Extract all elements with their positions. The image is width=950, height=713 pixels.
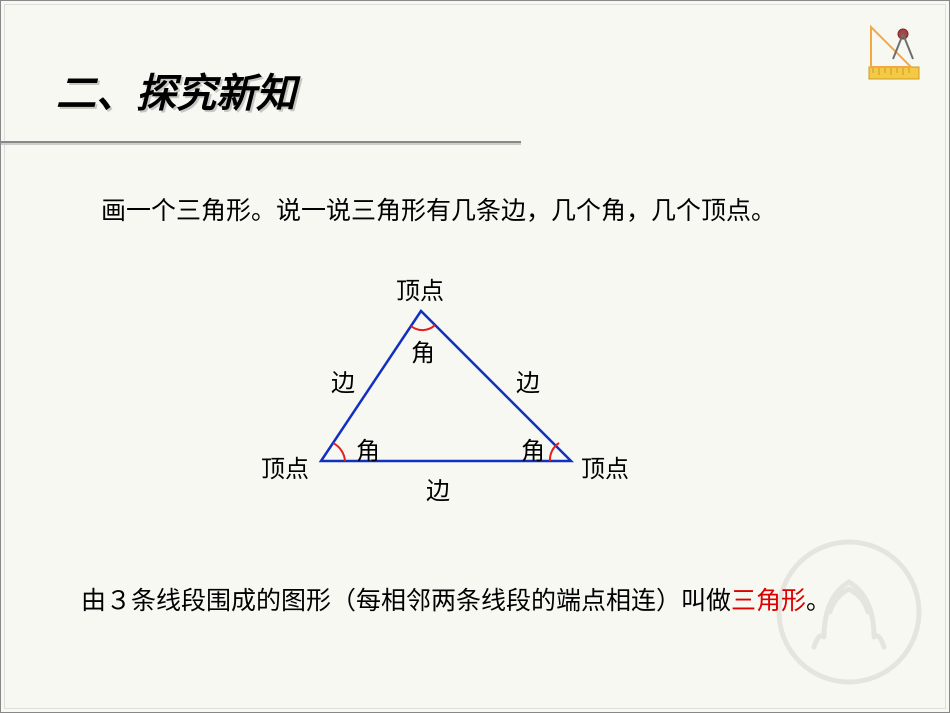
label-angle-top: 角 — [411, 333, 435, 368]
question-text: 画一个三角形。说一说三角形有几条边，几个角，几个顶点。 — [101, 191, 776, 227]
definition-text: 由３条线段围成的图形（每相邻两条线段的端点相连）叫做三角形。 — [81, 581, 831, 617]
triangle-diagram: 顶点 顶点 顶点 边 边 边 角 角 角 — [241, 271, 661, 521]
label-vertex-left: 顶点 — [261, 449, 309, 484]
section-title: 二、探究新知 — [56, 61, 296, 119]
label-angle-left: 角 — [356, 431, 380, 466]
label-edge-bottom: 边 — [426, 471, 450, 506]
definition-prefix: 由３条线段围成的图形（每相邻两条线段的端点相连）叫做 — [81, 588, 731, 615]
label-edge-left: 边 — [331, 363, 355, 398]
label-edge-right: 边 — [516, 363, 540, 398]
label-angle-right: 角 — [521, 431, 545, 466]
divider — [1, 141, 521, 145]
tools-icon — [861, 19, 931, 89]
label-vertex-top: 顶点 — [396, 271, 444, 306]
label-vertex-right: 顶点 — [581, 449, 629, 484]
slide-container: 二、探究新知 画一个三角形。说一说三角形有几条边，几个角，几个顶点。 顶点 顶点… — [0, 0, 950, 713]
watermark-icon — [774, 537, 924, 687]
